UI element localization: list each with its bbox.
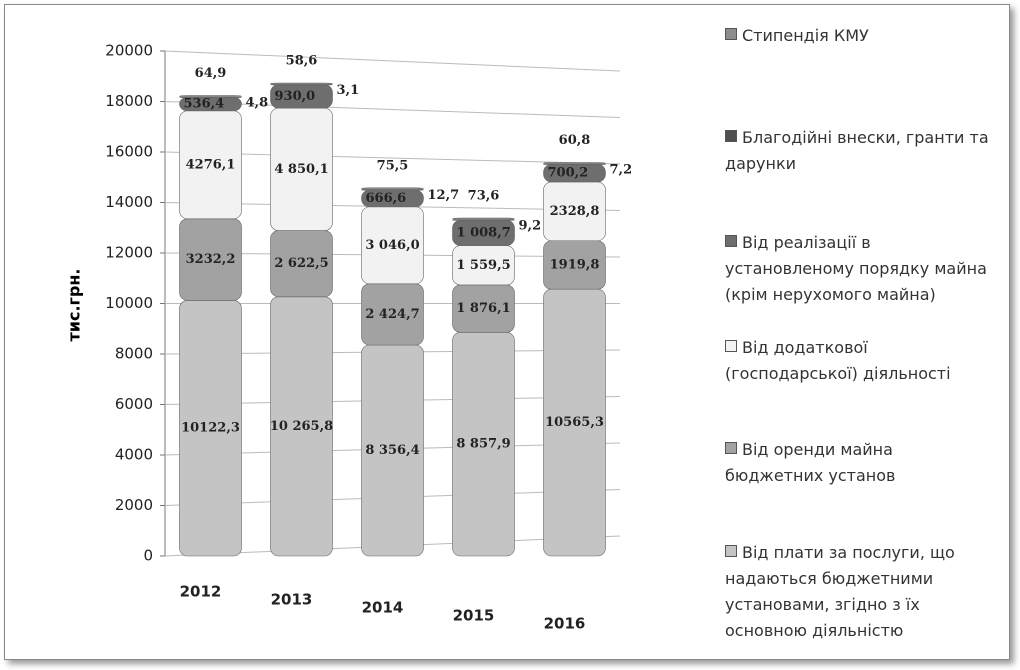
value-label: 4276,1: [186, 157, 236, 172]
value-label: 1 559,5: [456, 258, 510, 273]
bar-segment: [361, 187, 424, 191]
value-label: 3232,2: [186, 252, 236, 267]
x-tick-label: 2012: [180, 583, 222, 601]
legend-label: Від реалізації в установленому порядку м…: [725, 233, 987, 304]
value-label: 4,8: [246, 96, 269, 111]
y-tick-label: 10000: [105, 294, 153, 312]
value-label: 10122,3: [181, 421, 240, 436]
value-label: 930,0: [275, 89, 316, 104]
legend-label: Стипендія КМУ: [742, 26, 869, 45]
y-tick-label: 0: [143, 547, 153, 565]
bar-segment: [452, 217, 515, 221]
y-tick-label: 14000: [105, 193, 153, 211]
value-label: 75,5: [377, 158, 409, 173]
legend-swatch: [725, 235, 737, 247]
legend-item: Від додаткової (господарської) діяльност…: [725, 335, 995, 387]
value-label: 536,4: [184, 97, 225, 112]
value-label: 666,6: [366, 191, 407, 206]
legend-item: Благодійні внески, гранти та дарунки: [725, 125, 995, 177]
value-label: 12,7: [428, 188, 460, 203]
value-label: 1919,8: [550, 257, 600, 272]
legend-item: Від реалізації в установленому порядку м…: [725, 230, 995, 308]
legend-label: Від оренди майна бюджетних установ: [725, 440, 896, 485]
x-tick-label: 2014: [362, 599, 404, 617]
value-label: 7,2: [610, 163, 633, 178]
value-label: 58,6: [286, 54, 318, 69]
x-tick-label: 2015: [453, 607, 495, 625]
value-label: 1 876,1: [456, 301, 510, 316]
value-label: 3 046,0: [365, 238, 419, 253]
value-label: 1 008,7: [457, 225, 511, 240]
legend-item: Стипендія КМУ: [725, 23, 995, 49]
x-tick-label: 2013: [271, 591, 313, 609]
legend-label: Від додаткової (господарської) діяльност…: [725, 338, 951, 383]
value-label: 2328,8: [550, 204, 600, 219]
value-label: 9,2: [519, 218, 542, 233]
y-tick-label: 12000: [105, 244, 153, 262]
value-label: 60,8: [559, 133, 591, 148]
value-label: 8 356,4: [365, 443, 419, 458]
value-label: 2 424,7: [365, 307, 419, 322]
value-label: 10 265,8: [270, 419, 333, 434]
grid-line: [164, 50, 621, 72]
value-label: 4 850,1: [274, 162, 328, 177]
bar-segment: [543, 162, 606, 165]
value-label: 8 857,9: [456, 437, 510, 452]
legend-item: Від оренди майна бюджетних установ: [725, 437, 995, 489]
chart: тис.грн. 0 2000 4000 6000 8000 10000 12000 1400…: [65, 42, 633, 633]
chart-frame: тис.грн. 0 2000 4000 6000 8000 10000 12000 1400…: [4, 4, 1010, 660]
y-tick-label: 8000: [115, 345, 153, 363]
value-label: 10565,3: [545, 415, 604, 430]
legend-swatch: [725, 130, 737, 142]
legend-swatch: [725, 340, 737, 352]
y-tick-label: 18000: [105, 92, 153, 110]
value-label: 64,9: [195, 66, 227, 81]
y-axis-label: тис.грн.: [65, 269, 84, 342]
y-tick-label: 2000: [115, 496, 153, 514]
bar-segment: [179, 95, 242, 98]
y-tick-label: 20000: [105, 42, 153, 60]
value-label: 73,6: [468, 189, 500, 204]
legend-swatch: [725, 545, 737, 557]
legend-label: Від плати за послуги, що надаються бюдже…: [725, 543, 955, 640]
legend-swatch: [725, 28, 737, 40]
legend-swatch: [725, 442, 737, 454]
y-tick-label: 16000: [105, 143, 153, 161]
value-label: 700,2: [548, 166, 589, 181]
x-tick-label: 2016: [544, 615, 586, 633]
legend-item: Від плати за послуги, що надаються бюдже…: [725, 540, 995, 644]
legend-label: Благодійні внески, гранти та дарунки: [725, 128, 989, 173]
value-label: 2 622,5: [274, 256, 328, 271]
bar-segment: [270, 82, 333, 85]
value-label: 3,1: [337, 83, 360, 98]
y-tick-label: 6000: [115, 395, 153, 413]
y-tick-label: 4000: [115, 446, 153, 464]
